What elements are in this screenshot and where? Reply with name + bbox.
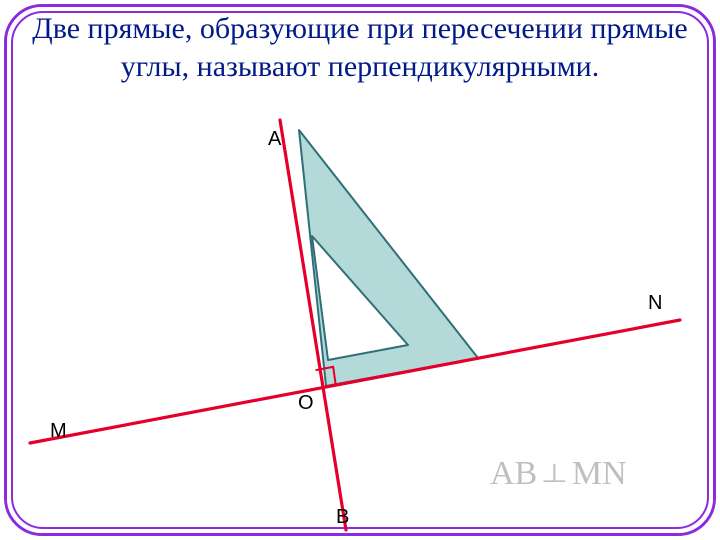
formula-left: AB xyxy=(490,455,537,492)
perp-symbol: ⊥ xyxy=(541,459,568,489)
label-A: A xyxy=(268,128,281,151)
label-B: B xyxy=(336,506,349,529)
perpendicular-formula: AB⊥MN xyxy=(490,455,627,493)
label-O: O xyxy=(298,392,314,415)
title-text: Две прямые, образующие при пересечении п… xyxy=(0,10,720,85)
label-M: M xyxy=(50,420,67,443)
formula-right: MN xyxy=(572,455,627,492)
frame-inner xyxy=(11,11,709,529)
label-N: N xyxy=(648,292,662,315)
